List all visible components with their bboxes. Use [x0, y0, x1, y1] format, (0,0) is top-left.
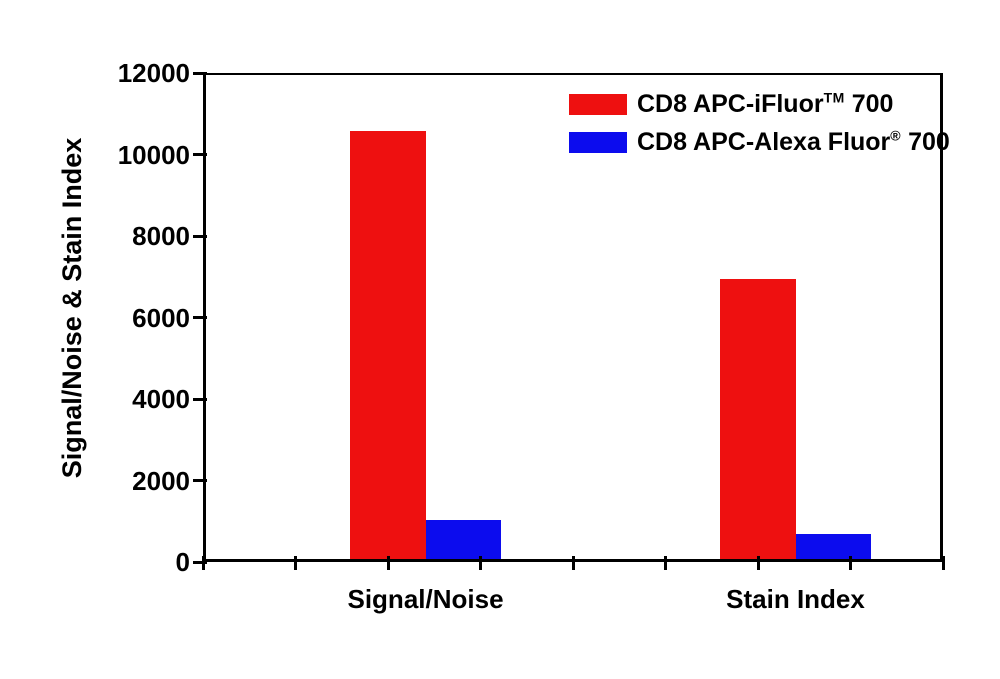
legend-swatch-red [569, 93, 627, 115]
y-tick-label: 8000 [132, 221, 190, 251]
legend-swatch-blue [569, 131, 627, 153]
y-tick-label: 0 [175, 547, 190, 577]
x-category-label: Signal/Noise [347, 584, 504, 614]
x-tick-mark [386, 556, 390, 570]
y-tick-mark [193, 316, 207, 319]
legend: CD8 APC-iFluorTM 700 CD8 APC-Alexa Fluor… [569, 91, 950, 167]
y-tick-mark [193, 560, 207, 564]
bar-series1-signal-noise [425, 520, 501, 562]
y-tick-label: 10000 [117, 139, 190, 170]
y-tick-label: 12000 [117, 58, 190, 88]
y-tick-mark [193, 234, 207, 238]
y-tick-label: 2000 [132, 465, 190, 496]
legend-item-blue: CD8 APC-Alexa Fluor® 700 [569, 129, 950, 155]
legend-label-blue-text: CD8 APC-Alexa Fluor [637, 128, 891, 156]
x-tick-mark [479, 556, 482, 570]
bar-series0-signal-noise [350, 130, 426, 562]
x-tick-mark [941, 556, 945, 570]
trademark-superscript: TM [823, 89, 845, 106]
y-tick-mark [193, 153, 207, 156]
legend-label-red: CD8 APC-iFluorTM 700 [637, 91, 893, 117]
x-tick-mark [849, 556, 852, 570]
legend-label-red-suffix: 700 [844, 90, 894, 118]
legend-label-blue: CD8 APC-Alexa Fluor® 700 [637, 129, 950, 155]
y-tick-label: 6000 [132, 302, 190, 333]
y-tick-label: 4000 [132, 384, 190, 414]
legend-label-blue-suffix: 700 [901, 128, 950, 156]
legend-item-red: CD8 APC-iFluorTM 700 [569, 91, 950, 117]
x-tick-mark [571, 556, 575, 570]
y-tick-mark [193, 71, 207, 75]
x-category-label: Stain Index [726, 584, 865, 614]
x-tick-mark [756, 556, 760, 570]
y-tick-mark [193, 479, 207, 482]
x-tick-mark [664, 556, 667, 570]
bar-series0-stain-index [720, 279, 796, 562]
x-tick-mark [294, 556, 297, 570]
registered-superscript: ® [890, 127, 902, 144]
y-tick-mark [193, 397, 207, 401]
bar-series1-stain-index [795, 533, 871, 562]
legend-label-red-text: CD8 APC-iFluor [637, 90, 824, 118]
